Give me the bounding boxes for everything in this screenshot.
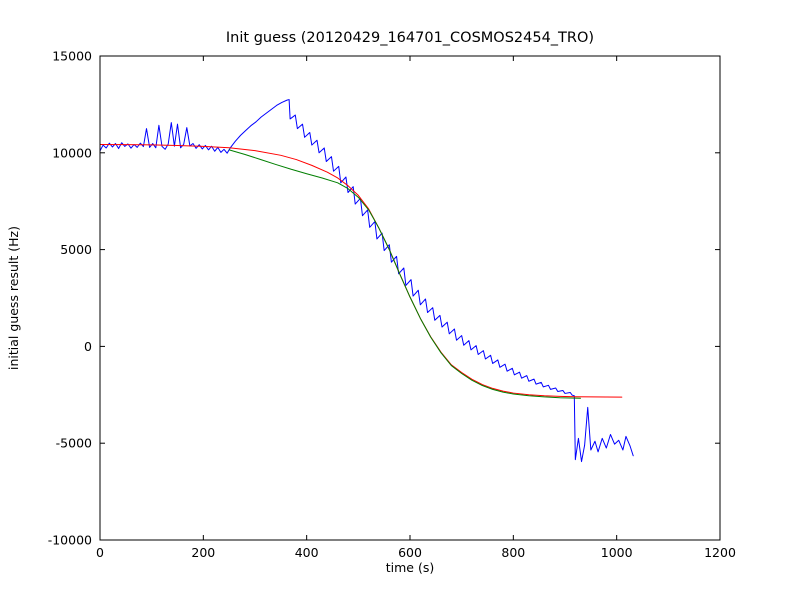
y-tick-label: -5000 (56, 436, 92, 451)
x-tick-label: 1200 (704, 545, 736, 560)
y-tick-label: 5000 (60, 242, 92, 257)
x-tick-label: 600 (398, 545, 422, 560)
y-tick-label: 0 (84, 339, 92, 354)
plot-title: Init guess (20120429_164701_COSMOS2454_T… (226, 30, 594, 46)
series-sigmoid-fit-green (228, 149, 581, 399)
x-tick-label: 1000 (601, 545, 633, 560)
y-tick-label: -10000 (48, 533, 92, 548)
y-tick-label: 15000 (52, 49, 92, 64)
x-tick-label: 200 (191, 545, 215, 560)
x-tick-label: 400 (295, 545, 319, 560)
series-initial-guess-data (99, 99, 634, 463)
x-axis-label: time (s) (386, 560, 434, 575)
x-tick-label: 800 (501, 545, 525, 560)
x-tick-label: 0 (96, 545, 104, 560)
y-axis-label: initial guess result (Hz) (6, 226, 21, 370)
y-tick-label: 10000 (52, 145, 92, 160)
